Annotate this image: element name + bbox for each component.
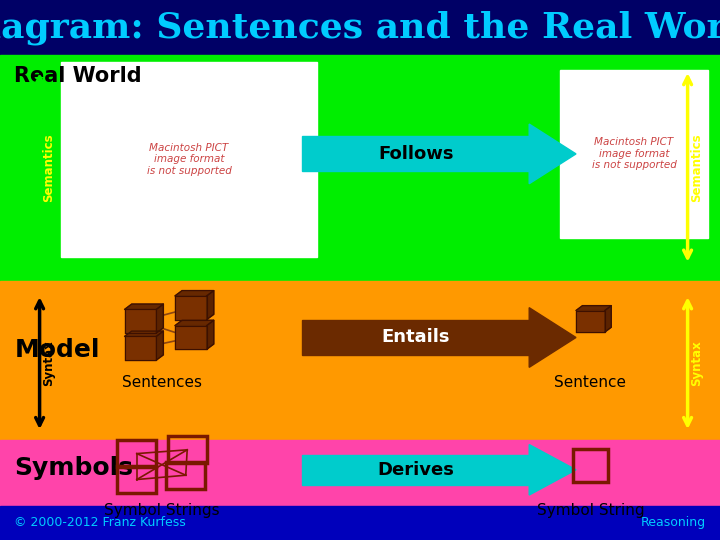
Bar bbox=[0, 440, 720, 506]
Text: Follows: Follows bbox=[378, 145, 454, 163]
Bar bbox=[573, 449, 608, 482]
Polygon shape bbox=[605, 306, 611, 332]
Text: Macintosh PICT
image format
is not supported: Macintosh PICT image format is not suppo… bbox=[592, 137, 676, 171]
Polygon shape bbox=[529, 124, 576, 184]
Text: Entails: Entails bbox=[382, 328, 450, 347]
Polygon shape bbox=[207, 291, 214, 320]
Text: Semantics: Semantics bbox=[690, 133, 703, 202]
Text: Model: Model bbox=[14, 338, 100, 362]
Bar bbox=[0, 506, 720, 540]
Polygon shape bbox=[576, 310, 605, 332]
Polygon shape bbox=[125, 304, 163, 309]
Polygon shape bbox=[207, 320, 214, 349]
Polygon shape bbox=[156, 304, 163, 333]
Polygon shape bbox=[156, 331, 163, 360]
Bar bbox=[166, 462, 205, 489]
Bar bbox=[0, 281, 720, 440]
Polygon shape bbox=[207, 291, 214, 320]
Polygon shape bbox=[529, 444, 576, 495]
Polygon shape bbox=[175, 320, 214, 326]
Bar bbox=[61, 62, 317, 256]
Bar bbox=[168, 436, 207, 463]
Text: Symbol Strings: Symbol Strings bbox=[104, 503, 220, 518]
Text: Syntax: Syntax bbox=[690, 340, 703, 386]
Polygon shape bbox=[175, 291, 214, 296]
Polygon shape bbox=[125, 336, 156, 360]
Text: Semantics: Semantics bbox=[42, 133, 55, 202]
Polygon shape bbox=[156, 331, 163, 360]
Polygon shape bbox=[302, 455, 529, 485]
Polygon shape bbox=[529, 308, 576, 367]
Bar bbox=[0, 55, 720, 281]
Polygon shape bbox=[125, 331, 163, 336]
Bar bbox=[560, 70, 708, 238]
Polygon shape bbox=[302, 320, 529, 355]
Polygon shape bbox=[156, 304, 163, 333]
Text: Symbols: Symbols bbox=[14, 456, 133, 480]
Text: Diagram: Sentences and the Real World: Diagram: Sentences and the Real World bbox=[0, 10, 720, 45]
Text: Syntax: Syntax bbox=[42, 340, 55, 386]
Text: © 2000-2012 Franz Kurfess: © 2000-2012 Franz Kurfess bbox=[14, 516, 186, 530]
Text: Sentences: Sentences bbox=[122, 375, 202, 390]
Text: Reasoning: Reasoning bbox=[641, 516, 706, 530]
Text: Sentence: Sentence bbox=[554, 375, 626, 390]
Polygon shape bbox=[302, 136, 529, 171]
Bar bbox=[117, 466, 156, 493]
Polygon shape bbox=[175, 291, 214, 296]
Polygon shape bbox=[175, 296, 207, 320]
Polygon shape bbox=[125, 304, 163, 309]
Polygon shape bbox=[175, 326, 207, 349]
Bar bbox=[117, 440, 156, 467]
Polygon shape bbox=[175, 320, 214, 326]
Text: Derives: Derives bbox=[377, 461, 454, 479]
Bar bbox=[0, 0, 720, 55]
Polygon shape bbox=[207, 320, 214, 349]
Polygon shape bbox=[125, 331, 163, 336]
Polygon shape bbox=[576, 306, 611, 310]
Polygon shape bbox=[576, 306, 611, 310]
Polygon shape bbox=[605, 306, 611, 332]
Text: Macintosh PICT
image format
is not supported: Macintosh PICT image format is not suppo… bbox=[147, 143, 231, 176]
Polygon shape bbox=[125, 309, 156, 333]
Text: Symbol String: Symbol String bbox=[536, 503, 644, 518]
Text: Real World: Real World bbox=[14, 66, 142, 86]
